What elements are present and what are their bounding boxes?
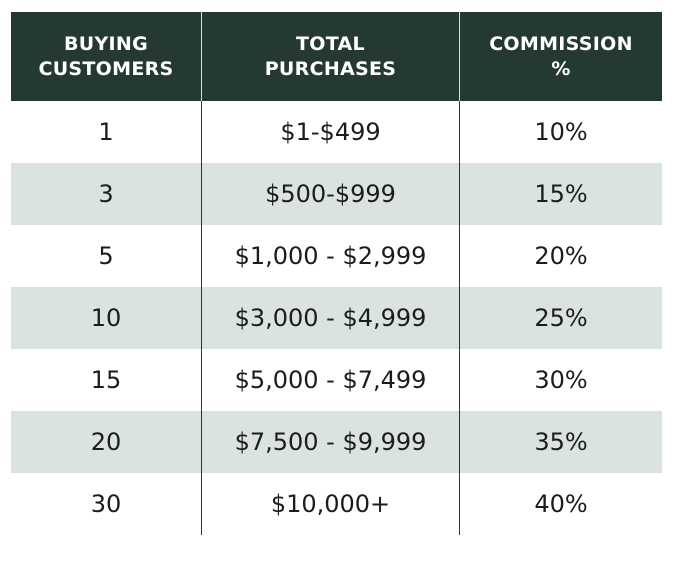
buying-customers-cell: 3 (98, 180, 114, 208)
commission-table: BUYING CUSTOMERS TOTAL PURCHASES COMMISS… (11, 12, 662, 535)
total-purchases-cell: $10,000+ (201, 473, 459, 535)
header-buying-customers: BUYING CUSTOMERS (38, 32, 174, 80)
commission-cell: 10% (459, 101, 662, 163)
buying-customers-cell: 1 (98, 118, 114, 146)
total-purchases-cell: $7,500 - $9,999 (201, 411, 459, 473)
buying-customers-cell: 5 (98, 242, 114, 270)
table-row: 15 $5,000 - $7,499 30% (11, 349, 662, 411)
commission-cell: 25% (459, 287, 662, 349)
total-purchases-cell: $1,000 - $2,999 (201, 225, 459, 287)
commission-cell: 40% (459, 473, 662, 535)
table-header: BUYING CUSTOMERS TOTAL PURCHASES COMMISS… (11, 12, 662, 101)
total-purchases-cell: $3,000 - $4,999 (201, 287, 459, 349)
total-purchases-cell: $500-$999 (201, 163, 459, 225)
header-total-purchases: TOTAL PURCHASES (201, 12, 459, 101)
table-row: 30 $10,000+ 40% (11, 473, 662, 535)
header-commission: COMMISSION % (459, 12, 662, 101)
buying-customers-cell: 15 (90, 366, 122, 394)
table-row: 20 $7,500 - $9,999 35% (11, 411, 662, 473)
buying-customers-cell: 10 (90, 304, 122, 332)
total-purchases-cell: $1-$499 (201, 101, 459, 163)
commission-cell: 15% (459, 163, 662, 225)
table-row: 10 $3,000 - $4,999 25% (11, 287, 662, 349)
table-row: 5 $1,000 - $2,999 20% (11, 225, 662, 287)
commission-cell: 20% (459, 225, 662, 287)
commission-cell: 30% (459, 349, 662, 411)
table-row: 3 $500-$999 15% (11, 163, 662, 225)
buying-customers-cell: 30 (90, 490, 122, 518)
buying-customers-cell: 20 (90, 428, 122, 456)
table-row: 1 $1-$499 10% (11, 101, 662, 163)
total-purchases-cell: $5,000 - $7,499 (201, 349, 459, 411)
commission-cell: 35% (459, 411, 662, 473)
